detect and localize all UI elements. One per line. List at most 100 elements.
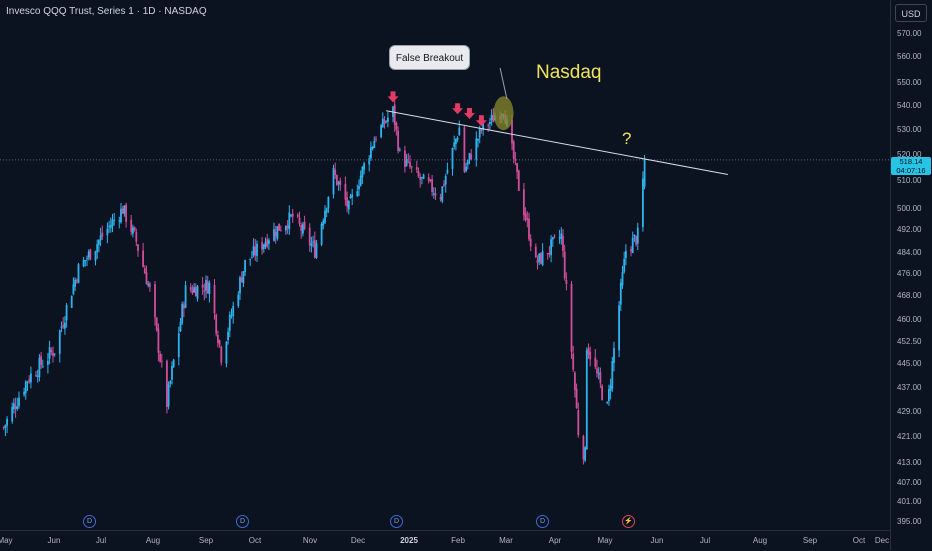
time-tick-label: May: [597, 536, 613, 545]
candle-body: [50, 350, 53, 353]
candle-body: [631, 237, 634, 254]
candle-body: [225, 341, 228, 364]
candle-body: [249, 258, 252, 260]
dividend-event-icon[interactable]: D: [83, 515, 96, 528]
candle-body: [565, 280, 568, 285]
candle-body: [636, 227, 639, 244]
candle-body: [642, 178, 644, 228]
candle-body: [109, 225, 112, 229]
candle-body: [550, 239, 552, 256]
candle-body: [480, 129, 483, 131]
candle-body: [570, 283, 573, 352]
candle-body: [232, 305, 235, 316]
candle-body: [528, 218, 530, 240]
candlestick-chart[interactable]: [0, 0, 890, 530]
candle-body: [135, 231, 138, 242]
candle-body: [35, 375, 37, 377]
candle-body: [96, 244, 99, 252]
candle-body: [254, 246, 257, 256]
candle-body: [41, 366, 44, 368]
candle-body: [26, 381, 29, 383]
candle-body: [339, 180, 342, 186]
candle-body: [451, 147, 454, 169]
price-tick-label: 570.00: [897, 29, 922, 38]
candle-body: [240, 277, 243, 283]
candle-body: [446, 169, 449, 174]
false-breakout-callout[interactable]: False Breakout: [389, 45, 470, 70]
price-tick-label: 500.00: [897, 204, 922, 213]
nasdaq-label[interactable]: Nasdaq: [536, 62, 602, 83]
candle-body: [427, 177, 430, 182]
candle-body: [291, 213, 294, 217]
candle-body: [597, 373, 600, 375]
candle-body: [373, 140, 376, 149]
question-mark-label[interactable]: ?: [622, 129, 632, 148]
candle-body: [84, 260, 87, 262]
candle-body: [239, 277, 241, 294]
candle-body: [529, 238, 532, 247]
candle-body: [368, 158, 371, 165]
candle-body: [276, 226, 279, 240]
candle-body: [585, 350, 588, 450]
dividend-event-icon[interactable]: D: [536, 515, 549, 528]
candle-body: [24, 381, 27, 393]
candle-body: [419, 176, 422, 180]
price-tick-label: 395.00: [897, 517, 922, 526]
candle-body: [285, 226, 287, 231]
candle-body: [541, 251, 544, 266]
candle-body: [468, 153, 471, 160]
candle-body: [191, 289, 194, 294]
price-tick-label: 421.00: [897, 432, 922, 441]
candle-body: [184, 285, 187, 308]
candle-body: [101, 232, 104, 237]
candle-body: [404, 150, 406, 167]
candle-body: [99, 235, 102, 241]
candle-body: [393, 104, 396, 125]
down-arrow-icon: [475, 115, 487, 127]
price-axis[interactable]: 570.00 560.00 550.00 540.00 530.00 520.00 510.…: [890, 0, 932, 550]
candle-body: [308, 227, 311, 245]
candle-body: [123, 205, 126, 214]
candle-body: [526, 218, 529, 220]
last-price-value: 518.14: [899, 157, 923, 166]
candle-body: [313, 240, 316, 258]
price-tick-label: 460.00: [897, 315, 922, 324]
candle-body: [60, 326, 63, 329]
candle-body: [242, 271, 245, 284]
candle-body: [30, 373, 32, 383]
candle-body: [582, 436, 585, 460]
candle-body: [575, 388, 578, 409]
candle-body: [609, 385, 612, 392]
candle-body: [18, 397, 20, 407]
candle-body: [395, 122, 398, 130]
candle-body: [466, 160, 469, 165]
candle-body: [89, 249, 92, 260]
price-tick-label: 445.00: [897, 359, 922, 368]
time-axis[interactable]: May Jun Jul Aug Sep Oct Nov Dec 2025 Feb Mar Apr May…: [0, 530, 890, 551]
candle-body: [72, 284, 75, 295]
candle-body: [478, 128, 481, 138]
candle-body: [375, 138, 377, 140]
candle-body: [551, 237, 554, 240]
candle-body: [65, 305, 68, 321]
candle-body: [75, 280, 78, 282]
price-tick-label: 452.50: [897, 337, 922, 346]
chart-title: Invesco QQQ Trust, Series 1 · 1D · NASDA…: [6, 6, 207, 17]
candle-body: [217, 335, 219, 343]
lightning-event-icon[interactable]: ⚡: [622, 515, 635, 528]
candle-body: [558, 237, 561, 239]
time-tick-label: Oct: [248, 536, 262, 545]
dividend-event-icon[interactable]: D: [390, 515, 403, 528]
chart-area[interactable]: Invesco QQQ Trust, Series 1 · 1D · NASDA…: [0, 0, 890, 530]
candle-body: [193, 287, 195, 293]
candle-body: [137, 244, 139, 251]
dividend-event-icon[interactable]: D: [236, 515, 249, 528]
candle-body: [397, 130, 399, 151]
currency-button[interactable]: USD: [895, 4, 927, 22]
candle-body: [415, 167, 418, 170]
candle-body: [635, 236, 637, 245]
candle-body: [118, 220, 121, 222]
candle-body: [133, 227, 136, 231]
candle-body: [94, 251, 97, 261]
last-price-tag: 518.14 04:07:16: [891, 157, 931, 175]
